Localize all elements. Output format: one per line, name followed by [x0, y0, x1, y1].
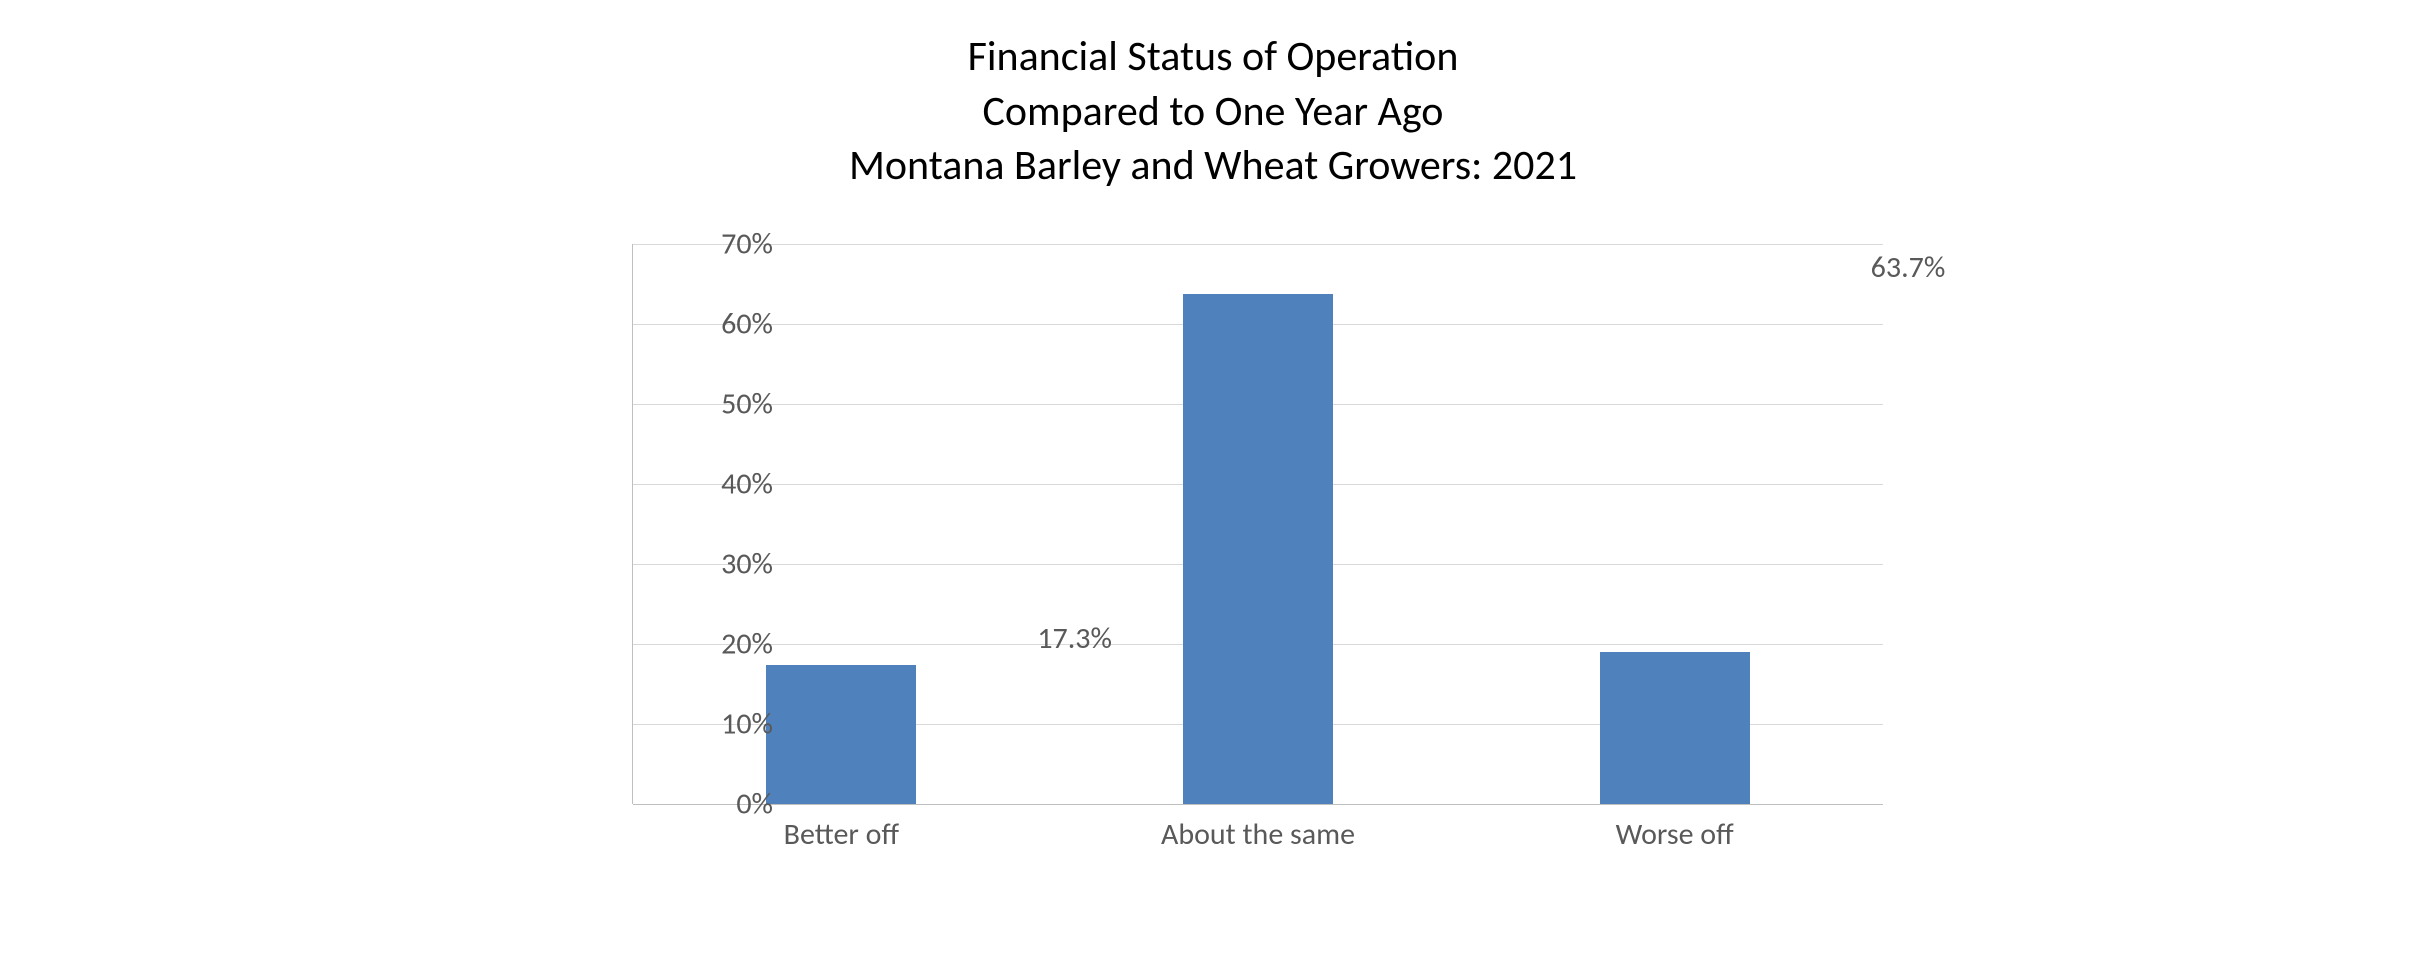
y-tick-label: 10%: [673, 705, 773, 742]
chart-title: Financial Status of Operation Compared t…: [849, 30, 1577, 194]
bar: 17.3%: [766, 665, 916, 803]
bar-value-label: 63.7%: [1808, 249, 2008, 286]
y-tick-label: 20%: [673, 625, 773, 662]
x-tick-label: Worse off: [1475, 816, 1875, 853]
bar: 19.0%: [1600, 652, 1750, 804]
y-tick-label: 60%: [673, 305, 773, 342]
chart-title-line2: Compared to One Year Ago: [849, 85, 1577, 140]
gridline: [633, 244, 1883, 245]
y-tick-label: 50%: [673, 385, 773, 422]
x-tick-label: Better off: [641, 816, 1041, 853]
y-tick-label: 70%: [673, 225, 773, 262]
bar-value-label: 17.3%: [975, 620, 1175, 657]
chart-title-line3: Montana Barley and Wheat Growers: 2021: [849, 139, 1577, 194]
chart-title-line1: Financial Status of Operation: [849, 30, 1577, 85]
y-tick-label: 40%: [673, 465, 773, 502]
y-axis-line: [632, 244, 633, 804]
chart-container: 17.3%63.7%19.0% 0%10%20%30%40%50%60%70%B…: [513, 224, 1913, 904]
plot-area: 17.3%63.7%19.0%: [633, 244, 1883, 804]
bar: 63.7%: [1183, 294, 1333, 804]
y-tick-label: 30%: [673, 545, 773, 582]
x-axis-line: [633, 804, 1883, 805]
x-tick-label: About the same: [1058, 816, 1458, 853]
